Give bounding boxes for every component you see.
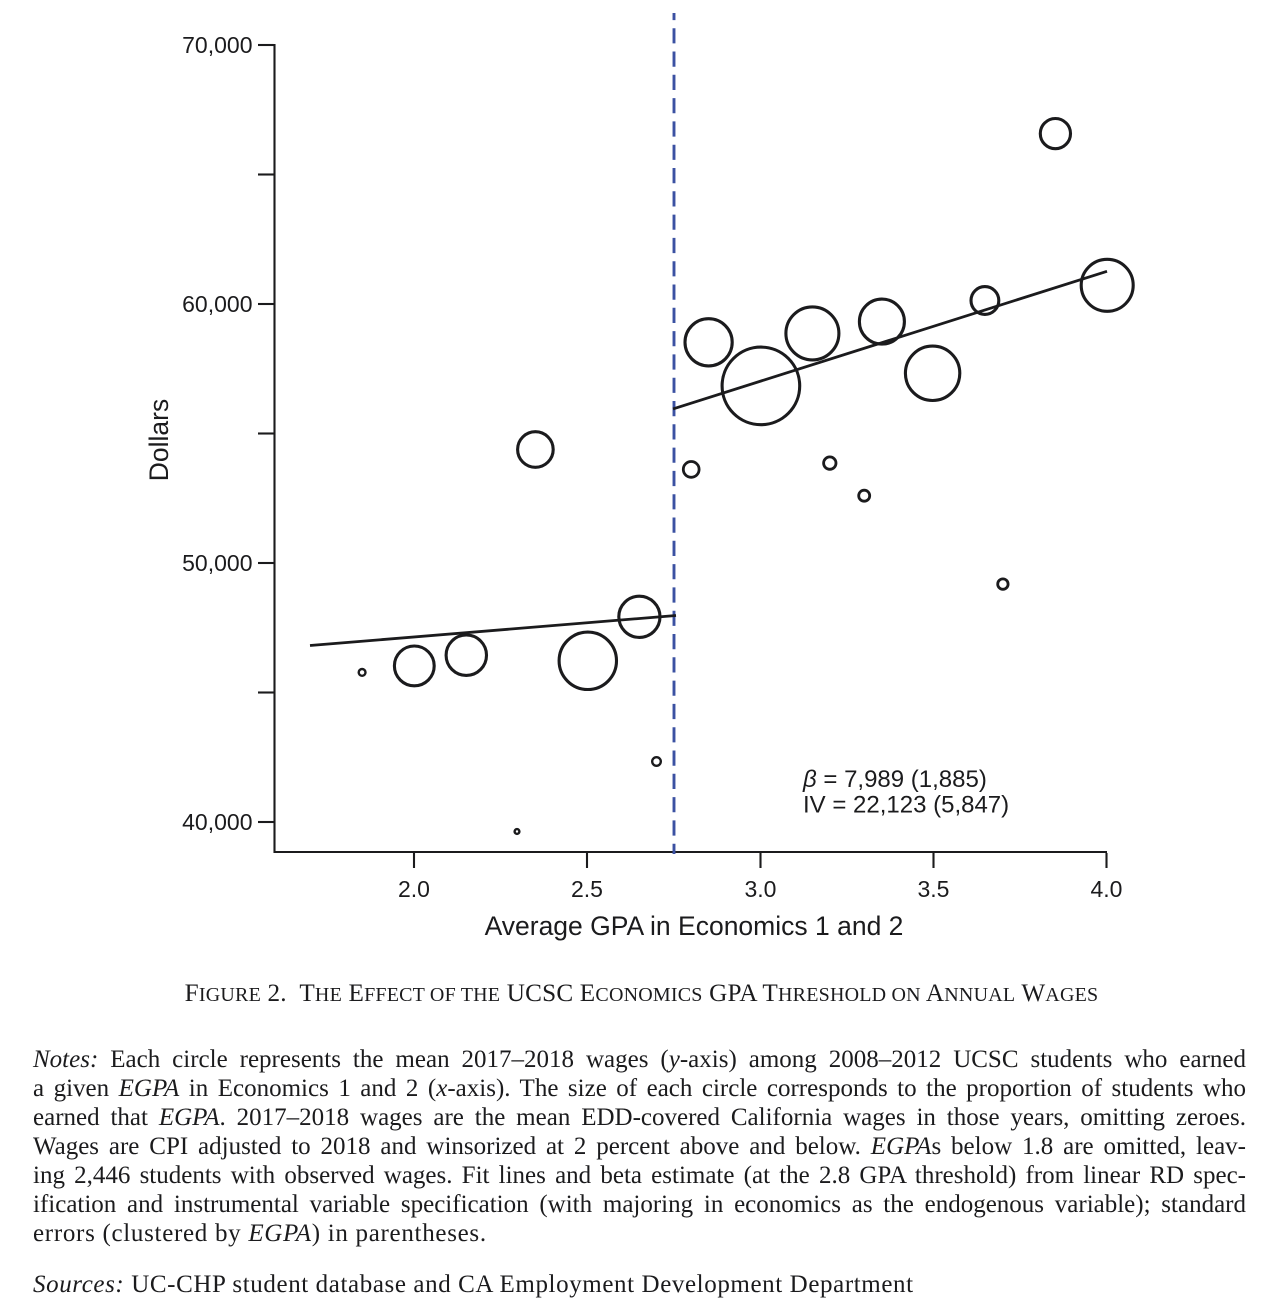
svg-text:60,000: 60,000 [182, 291, 252, 317]
svg-text:2.0: 2.0 [398, 876, 430, 902]
svg-text:IV = 22,123 (5,847): IV = 22,123 (5,847) [803, 792, 1009, 819]
svg-text:4.0: 4.0 [1091, 876, 1123, 902]
svg-text:40,000: 40,000 [182, 809, 252, 835]
svg-text:Average GPA in Economics 1 and: Average GPA in Economics 1 and 2 [485, 911, 904, 941]
svg-text:70,000: 70,000 [182, 32, 252, 58]
svg-text:β = 7,989 (1,885): β = 7,989 (1,885) [802, 766, 987, 793]
svg-text:3.5: 3.5 [918, 876, 950, 902]
svg-text:3.0: 3.0 [745, 876, 777, 902]
svg-text:50,000: 50,000 [182, 550, 252, 576]
svg-text:Dollars: Dollars [144, 399, 174, 481]
svg-text:2.5: 2.5 [571, 876, 603, 902]
